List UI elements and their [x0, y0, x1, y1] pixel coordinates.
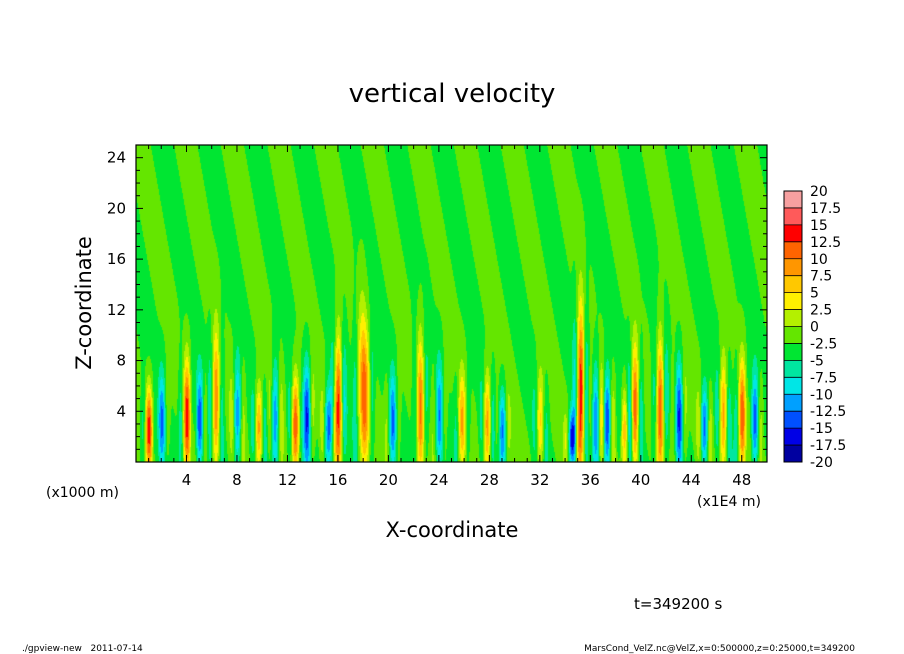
colorbar-label: -5 [810, 353, 824, 369]
chart-title: vertical velocity [349, 79, 556, 109]
colorbar: 2017.51512.5107.552.50-2.5-5-7.5-10-12.5… [783, 184, 846, 471]
colorbar-segment [784, 292, 802, 311]
y-tick-label: 20 [107, 199, 126, 217]
colorbar-segment [784, 343, 802, 361]
colorbar-segment [784, 360, 802, 378]
x-tick-label: 12 [278, 471, 297, 489]
colorbar-label: -20 [810, 455, 833, 471]
velocity-field [136, 145, 767, 462]
time-label: t=349200 s [634, 595, 722, 613]
x-tick-label: 20 [379, 471, 398, 489]
x-tick-label: 4 [182, 471, 192, 489]
colorbar-label: -10 [810, 387, 833, 403]
x-tick-label: 28 [480, 471, 499, 489]
y-tick-label: 12 [107, 301, 126, 319]
y-tick-label: 16 [107, 250, 126, 268]
colorbar-label: -7.5 [810, 370, 837, 386]
x-tick-label: 40 [631, 471, 650, 489]
colorbar-segment [784, 411, 802, 429]
x-axis-title: X-coordinate [386, 518, 519, 542]
colorbar-segment [784, 207, 802, 226]
colorbar-label: 0 [810, 320, 819, 336]
colorbar-label: 17.5 [810, 201, 841, 217]
colorbar-label: 15 [810, 218, 828, 234]
x-axis-ticks: 4 8 12 16 20 24 28 32 36 40 44 48 [148, 145, 755, 489]
x-tick-label: 24 [429, 471, 448, 489]
x-tick-label: 44 [682, 471, 701, 489]
footer-left-note: ./gpview-new 2011-07-14 [22, 644, 143, 654]
y-tick-label: 24 [107, 149, 126, 167]
y-tick-label: 4 [116, 402, 126, 420]
x-unit-label: (x1000 m) [46, 485, 119, 501]
colorbar-segment [784, 326, 802, 344]
x-tick-label: 36 [581, 471, 600, 489]
colorbar-label: -15 [810, 421, 833, 437]
x-tick-label: 16 [328, 471, 347, 489]
colorbar-segment [784, 377, 802, 395]
colorbar-label: 12.5 [810, 235, 841, 251]
y-axis-ticks: 4 8 12 16 20 24 [107, 149, 767, 450]
footer-right-note: MarsCond_VelZ.nc@VelZ,x=0:500000,z=0:250… [584, 644, 855, 654]
y-tick-label: 8 [116, 352, 126, 370]
colorbar-segment [784, 428, 802, 446]
x-tick-label: 32 [530, 471, 549, 489]
colorbar-label: -17.5 [810, 438, 846, 454]
x-unit-label-right: (x1E4 m) [697, 494, 761, 510]
colorbar-segment [784, 224, 802, 243]
colorbar-label: -12.5 [810, 404, 846, 420]
colorbar-segment [784, 275, 802, 294]
colorbar-label: 2.5 [810, 303, 832, 319]
colorbar-segment [784, 309, 802, 327]
colorbar-segment [784, 258, 802, 277]
colorbar-label: 20 [810, 184, 828, 200]
x-tick-label: 8 [232, 471, 242, 489]
colorbar-segment [784, 191, 802, 209]
x-tick-label: 48 [732, 471, 751, 489]
colorbar-label: 10 [810, 252, 828, 268]
colorbar-label: 7.5 [810, 269, 832, 285]
y-axis-title: Z-coordinate [72, 236, 96, 370]
colorbar-segment [784, 394, 802, 412]
colorbar-label: 5 [810, 286, 819, 302]
colorbar-segment [784, 241, 802, 260]
colorbar-label: -2.5 [810, 336, 837, 352]
colorbar-segment [784, 445, 802, 463]
